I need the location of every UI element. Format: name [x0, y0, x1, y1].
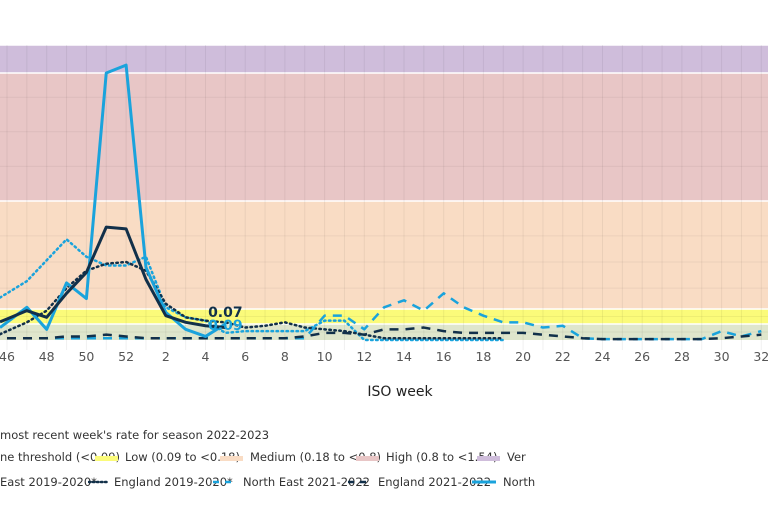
legend-swatch-low [95, 456, 118, 461]
x-tick-label: 10 [317, 349, 333, 364]
x-tick-label: 6 [241, 349, 249, 364]
legend-swatch-medium [220, 456, 243, 461]
legend-swatch-ne-2021 [213, 480, 235, 484]
x-tick-label: 48 [39, 349, 55, 364]
series-line-england-2021-2022 [7, 326, 762, 341]
x-tick-label: 14 [396, 349, 412, 364]
data-label: 0.09 [208, 318, 243, 334]
legend-swatch-very-high [477, 456, 500, 461]
band-4 [0, 45, 768, 73]
chart-plot: 46 48 50 52 2 4 6 8 10 12 14 16 18 20 22 24 26 28 30 320.07… [0, 44, 768, 364]
x-tick-label: 18 [475, 349, 491, 364]
x-tick-label: 2 [162, 349, 170, 364]
legend-swatch-england-2021 [348, 480, 370, 484]
legend-marker-title: most recent week's rate for season 2022-… [0, 428, 270, 442]
x-tick-label: 46 [0, 349, 15, 364]
legend-band-medium[interactable]: Medium (0.18 to <0.8) [250, 450, 381, 464]
legend-series-england-2019[interactable]: England 2019-2020* [114, 475, 233, 489]
x-tick-label: 16 [436, 349, 452, 364]
x-tick-label: 52 [118, 349, 134, 364]
legend-swatch-england-2019 [88, 480, 108, 484]
data-label: 0.07 [208, 305, 243, 321]
legend-band-high[interactable]: High (0.8 to <1.54) [386, 450, 498, 464]
x-tick-label: 24 [595, 349, 611, 364]
x-tick-label: 50 [78, 349, 94, 364]
x-tick-label: 26 [634, 349, 650, 364]
x-axis-title: ISO week [367, 384, 433, 400]
x-tick-label: 8 [281, 349, 289, 364]
x-tick-label: 4 [202, 349, 210, 364]
legend-series-england-2021[interactable]: England 2021-2022 [378, 475, 492, 489]
x-tick-label: 22 [555, 349, 571, 364]
legend-swatch-high [356, 456, 379, 461]
x-tick-label: 12 [356, 349, 372, 364]
legend-band-very-high[interactable]: Ver [507, 450, 526, 464]
x-tick-label: 20 [515, 349, 531, 364]
band-1 [0, 309, 768, 324]
legend-series-ne-2021[interactable]: North East 2021-2022 [243, 475, 370, 489]
series-line-england-2019-2020- [0, 260, 505, 340]
x-tick-label: 28 [674, 349, 690, 364]
legend-series-ne-2022[interactable]: North [503, 475, 536, 489]
band-0 [0, 324, 768, 340]
series-line-england-2022-2023 [0, 225, 226, 330]
legend-band-baseline[interactable]: ne threshold (<0.09) [0, 450, 121, 464]
x-tick-label: 30 [714, 349, 730, 364]
series-line-north [0, 63, 227, 338]
legend-series-ne-2019[interactable]: East 2019-2020* [0, 475, 97, 489]
series-line-east-2019-2020- [0, 238, 505, 342]
legend-band-low[interactable]: Low (0.09 to <0.18) [125, 450, 240, 464]
band-2 [0, 201, 768, 309]
x-tick-label: 32 [753, 349, 768, 364]
legend-swatch-ne-2022 [472, 480, 496, 484]
